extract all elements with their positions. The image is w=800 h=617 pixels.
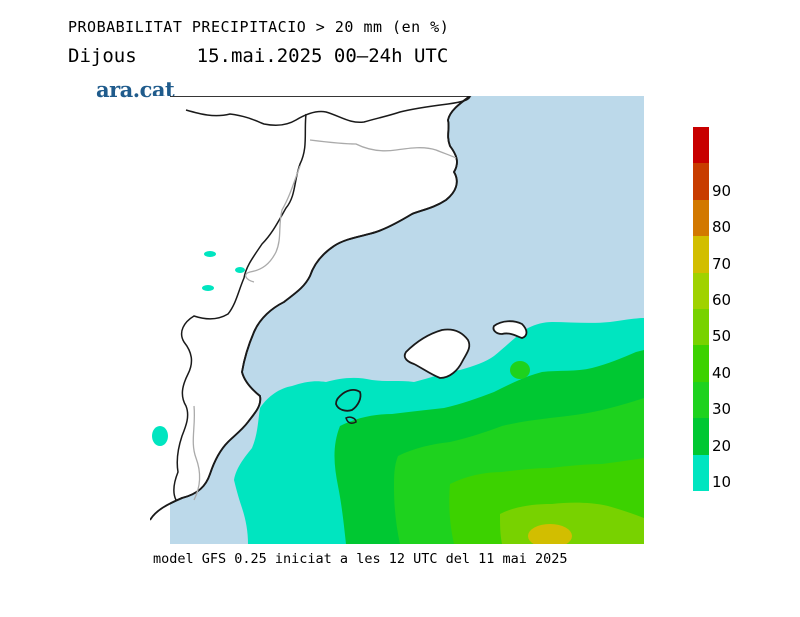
date-row: Dijous 15.mai.2025 00–24h UTC [68,45,508,67]
legend-label: 80 [712,218,732,237]
region-border [185,96,471,126]
legend-swatch [693,345,709,382]
model-info: model GFS 0.25 iniciat a les 12 UTC del … [153,551,568,567]
internal-border [192,405,201,501]
legend-swatch [693,454,709,491]
period-label: 15.mai.2025 00–24h UTC [196,45,449,67]
legend-swatch [693,418,709,455]
legend-swatch [693,199,709,237]
prob-10-patch [235,267,245,273]
legend-label: 70 [712,254,732,273]
legend-swatch [693,127,709,164]
prob-10-patch [202,285,214,291]
island-formentera [345,416,357,424]
prob-10-patch [510,361,530,379]
legend-label: 60 [712,291,732,309]
legend-swatch [693,308,709,346]
probability-map [150,96,644,544]
map-left-margin [150,96,170,544]
legend-label: 10 [712,473,732,491]
region-border [173,113,307,501]
legend-swatch [693,272,709,309]
internal-border [245,165,301,283]
legend-label: 90 [712,181,732,200]
island-mallorca [403,328,471,379]
legend-label: 40 [712,363,732,382]
internal-border [309,139,457,159]
prob-10-patch [152,426,168,446]
map-title: PROBABILITAT PRECIPITACIO > 20 mm (en %) [68,18,450,36]
island-ibiza [335,389,362,412]
legend-swatch [693,381,709,419]
prob-10-patch [204,251,216,257]
island-menorca [492,320,528,339]
legend-swatch [693,236,709,273]
legend-label: 30 [712,400,732,419]
legend-color-bar [693,127,709,491]
coastline [150,96,471,521]
legend-label: 50 [712,327,732,346]
legend-label: 20 [712,436,732,455]
prob-60-spot [528,524,572,544]
day-label: Dijous [68,45,137,67]
legend-swatch [693,163,709,200]
